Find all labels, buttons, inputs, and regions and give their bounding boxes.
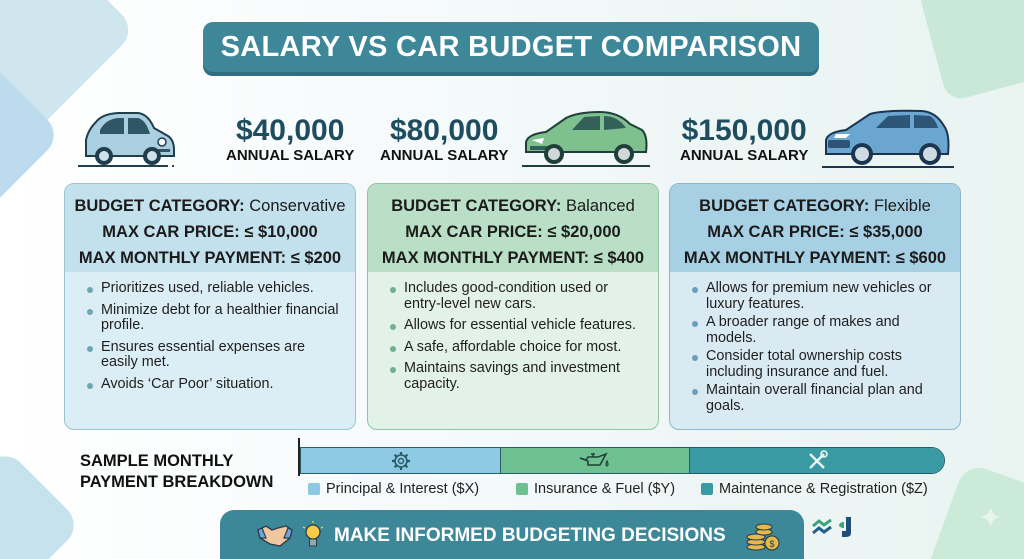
max-payment-value: ≤ $600 bbox=[895, 249, 947, 267]
legend-item: Maintenance & Registration ($Z) bbox=[701, 481, 928, 497]
max-payment-label: MAX MONTHLY PAYMENT: bbox=[683, 249, 892, 267]
suv-car-icon bbox=[822, 108, 955, 170]
footer-banner: MAKE INFORMED BUDGETING DECISIONS $ bbox=[220, 510, 804, 559]
svg-text:$: $ bbox=[769, 539, 774, 549]
list-item: Maintain overall financial plan and goal… bbox=[692, 382, 950, 414]
lightbulb-icon bbox=[302, 521, 324, 547]
sedan-car-icon bbox=[522, 108, 651, 170]
footer-text: MAKE INFORMED BUDGETING DECISIONS bbox=[334, 525, 726, 546]
max-price-value: ≤ $35,000 bbox=[849, 223, 923, 241]
points-list: Allows for premium new vehicles or luxur… bbox=[692, 280, 950, 414]
sparkle-icon: ✦ bbox=[978, 502, 1004, 535]
list-item: Allows for premium new vehicles or luxur… bbox=[692, 280, 950, 312]
max-price-value: ≤ $20,000 bbox=[547, 223, 621, 241]
points-list: Includes good-condition used or entry-le… bbox=[390, 280, 648, 392]
legend-swatch bbox=[516, 483, 528, 495]
brand-logo bbox=[812, 516, 856, 538]
salary-label: ANNUAL SALARY bbox=[380, 146, 509, 164]
background-shape bbox=[0, 447, 83, 559]
breakdown-title-line: SAMPLE MONTHLY bbox=[80, 452, 234, 470]
legend-item: Principal & Interest ($X) bbox=[308, 481, 479, 497]
list-item: A broader range of makes and models. bbox=[692, 314, 950, 346]
breakdown-title-line: PAYMENT BREAKDOWN bbox=[80, 473, 274, 491]
max-payment-value: ≤ $200 bbox=[290, 249, 342, 267]
page-title: SALARY VS CAR BUDGET COMPARISON bbox=[220, 30, 802, 63]
budget-card-conservative: BUDGET CATEGORY: Conservative MAX CAR PR… bbox=[64, 183, 356, 430]
coins-icon: $ bbox=[746, 523, 780, 551]
budget-category-value: Flexible bbox=[873, 197, 931, 215]
legend-swatch bbox=[308, 483, 320, 495]
max-payment-value: ≤ $400 bbox=[593, 249, 645, 267]
max-payment-label: MAX MONTHLY PAYMENT: bbox=[78, 249, 287, 267]
list-item: Maintains savings and investment capacit… bbox=[390, 360, 648, 392]
legend-item: Insurance & Fuel ($Y) bbox=[516, 481, 675, 497]
segment-maintenance-registration bbox=[690, 448, 944, 473]
tier-header-3: $150,000 ANNUAL SALARY bbox=[680, 104, 955, 174]
list-item: Allows for essential vehicle features. bbox=[390, 317, 648, 334]
wrench-screwdriver-icon bbox=[809, 449, 828, 469]
salary-amount: $40,000 bbox=[235, 113, 345, 147]
budget-category-value: Balanced bbox=[565, 197, 635, 215]
list-item: Avoids ‘Car Poor’ situation. bbox=[87, 376, 345, 393]
list-item: Includes good-condition used or entry-le… bbox=[390, 280, 648, 312]
max-price-label: MAX CAR PRICE: bbox=[707, 223, 845, 241]
legend-label: Principal & Interest ($X) bbox=[326, 481, 480, 497]
salary-label: ANNUAL SALARY bbox=[680, 146, 809, 164]
background-shape bbox=[917, 0, 1024, 103]
segment-insurance-fuel bbox=[501, 448, 690, 473]
legend-label: Insurance & Fuel ($Y) bbox=[534, 481, 676, 497]
budget-category-value: Conservative bbox=[249, 197, 346, 215]
segment-principal-interest bbox=[301, 448, 501, 473]
max-price-label: MAX CAR PRICE: bbox=[102, 223, 240, 241]
list-item: Consider total ownership costs including… bbox=[692, 348, 950, 380]
breakdown-title: SAMPLE MONTHLY PAYMENT BREAKDOWN bbox=[80, 451, 273, 493]
tier-header-2: $80,000 ANNUAL SALARY bbox=[380, 104, 651, 174]
card-header: BUDGET CATEGORY: Conservative MAX CAR PR… bbox=[65, 184, 355, 272]
max-price-value: ≤ $10,000 bbox=[244, 223, 318, 241]
tier-header-1: $40,000 ANNUAL SALARY bbox=[78, 104, 354, 174]
background-shape bbox=[921, 461, 1024, 559]
budget-category-label: BUDGET CATEGORY: bbox=[699, 197, 870, 215]
list-item: Prioritizes used, reliable vehicles. bbox=[87, 280, 345, 297]
list-item: A safe, affordable choice for most. bbox=[390, 339, 648, 356]
payment-breakdown-bar bbox=[300, 447, 945, 474]
budget-category-label: BUDGET CATEGORY: bbox=[391, 197, 562, 215]
card-header: BUDGET CATEGORY: Flexible MAX CAR PRICE:… bbox=[670, 184, 960, 272]
list-item: Minimize debt for a healthier financial … bbox=[87, 302, 345, 334]
axis-line bbox=[298, 438, 300, 476]
budget-card-balanced: BUDGET CATEGORY: Balanced MAX CAR PRICE:… bbox=[367, 183, 659, 430]
title-banner: SALARY VS CAR BUDGET COMPARISON bbox=[203, 22, 819, 72]
letter-d-logo-icon bbox=[839, 517, 851, 537]
budget-card-flexible: BUDGET CATEGORY: Flexible MAX CAR PRICE:… bbox=[669, 183, 961, 430]
oil-can-icon bbox=[579, 452, 609, 467]
hatchback-car-icon bbox=[78, 108, 178, 170]
budget-category-label: BUDGET CATEGORY: bbox=[74, 197, 245, 215]
salary-amount: $150,000 bbox=[681, 113, 807, 147]
max-price-label: MAX CAR PRICE: bbox=[405, 223, 543, 241]
salary-amount: $80,000 bbox=[389, 113, 499, 147]
list-item: Ensures essential expenses are easily me… bbox=[87, 339, 345, 371]
salary-label: ANNUAL SALARY bbox=[226, 146, 355, 164]
chart-arrows-logo-icon bbox=[812, 518, 832, 535]
gear-icon bbox=[391, 451, 410, 470]
card-header: BUDGET CATEGORY: Balanced MAX CAR PRICE:… bbox=[368, 184, 658, 272]
max-payment-label: MAX MONTHLY PAYMENT: bbox=[381, 249, 590, 267]
points-list: Prioritizes used, reliable vehicles. Min… bbox=[87, 280, 345, 393]
legend-swatch bbox=[701, 483, 713, 495]
legend-label: Maintenance & Registration ($Z) bbox=[719, 481, 928, 497]
handshake-icon bbox=[257, 525, 293, 547]
